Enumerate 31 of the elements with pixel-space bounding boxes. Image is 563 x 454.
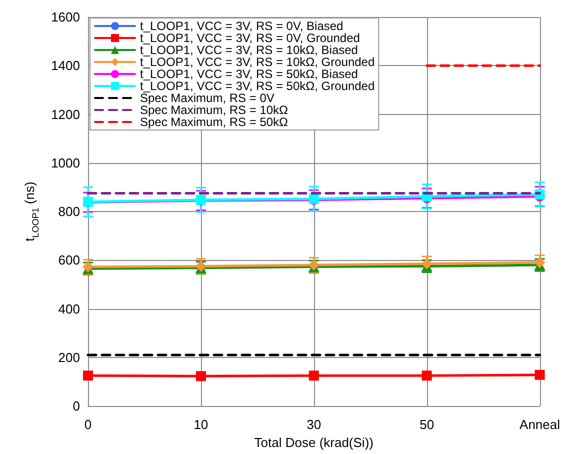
- legend-label: t_LOOP1, VCC = 3V, RS = 0V, Biased: [140, 19, 344, 33]
- legend-label: Spec Maximum, RS = 0V: [140, 91, 274, 105]
- x-tick-label: 10: [194, 417, 208, 432]
- y-tick-label: 600: [58, 252, 80, 268]
- x-tick-label: 30: [306, 417, 322, 432]
- point: [534, 370, 545, 380]
- legend-label: t_LOOP1, VCC = 3V, RS = 50kΩ, Grounded: [140, 79, 375, 93]
- x-axis-title: Total Dose (krad(Si)): [254, 435, 374, 450]
- legend-label: Spec Maximum, RS = 50kΩ: [140, 115, 288, 129]
- point: [422, 370, 432, 381]
- y-tick-label: 200: [58, 350, 80, 365]
- y-tick-label: 1000: [51, 155, 80, 170]
- x-tick-label: Anneal: [520, 417, 560, 432]
- point: [83, 370, 93, 381]
- legend-label: t_LOOP1, VCC = 3V, RS = 10kΩ, Grounded: [140, 55, 375, 69]
- legend-label: t_LOOP1, VCC = 3V, RS = 10kΩ, Biased: [140, 43, 358, 57]
- legend-label: t_LOOP1, VCC = 3V, RS = 50kΩ, Biased: [140, 67, 358, 81]
- y-tick-label: 1600: [51, 10, 80, 24]
- y-tick-label: 1400: [51, 58, 80, 74]
- point: [196, 371, 206, 382]
- point: [421, 258, 432, 270]
- legend-label: Spec Maximum, RS = 10kΩ: [140, 103, 288, 117]
- y-tick-label: 400: [58, 301, 80, 316]
- y-tick-label: 0: [72, 398, 80, 414]
- legend-label: t_LOOP1, VCC = 3V, RS = 0V, Grounded: [140, 31, 360, 45]
- y-axis-title: tLOOP1 (ns): [22, 182, 41, 242]
- x-tick-label: 50: [420, 417, 434, 432]
- y-tick-label: 1200: [51, 106, 80, 122]
- y-tick-label: 800: [58, 204, 80, 219]
- x-tick-label: 0: [84, 417, 92, 432]
- point: [308, 370, 319, 381]
